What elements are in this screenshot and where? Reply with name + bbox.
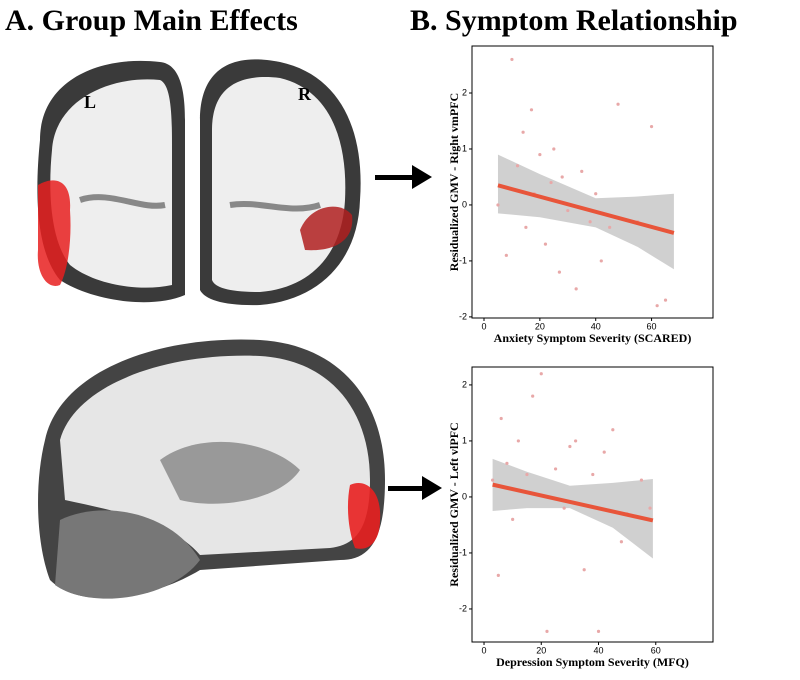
y-tick-label: -2 <box>459 603 467 613</box>
data-point <box>568 444 572 449</box>
x-tick-label: 20 <box>535 321 545 331</box>
data-point <box>549 180 553 185</box>
data-point <box>543 242 548 246</box>
data-point <box>496 573 500 577</box>
data-point <box>560 175 564 179</box>
data-point <box>539 372 543 376</box>
plot-frame <box>471 366 714 643</box>
data-point <box>580 169 584 173</box>
arrow <box>375 165 432 189</box>
left-label: L <box>84 92 96 112</box>
data-point <box>491 478 495 482</box>
data-point <box>562 506 566 510</box>
data-point <box>510 57 514 62</box>
x-tick-label: 0 <box>482 321 487 331</box>
right-label: R <box>298 84 312 104</box>
panel-a-title: A. Group Main Effects <box>5 4 298 37</box>
y-axis-label: Residualized GMV - Left vlPFC <box>447 422 461 586</box>
data-point <box>574 439 578 443</box>
data-point <box>553 467 558 471</box>
data-point <box>574 287 578 291</box>
x-tick-label: 40 <box>594 645 604 655</box>
confidence-band <box>492 458 653 559</box>
data-point <box>511 517 515 521</box>
data-point <box>531 394 535 398</box>
x-tick-label: 60 <box>647 321 657 331</box>
y-axis-label: Residualized GMV - Right vmPFC <box>447 93 461 271</box>
coronal-brain: L R <box>37 59 361 306</box>
data-point <box>611 428 615 432</box>
data-point <box>588 220 592 224</box>
data-point <box>505 461 509 465</box>
data-point <box>516 439 520 443</box>
y-tick-label: 1 <box>462 143 467 153</box>
data-point <box>529 108 534 112</box>
data-point <box>521 130 525 134</box>
data-point <box>639 478 644 482</box>
data-point <box>557 270 562 274</box>
data-point <box>602 450 606 454</box>
data-point <box>515 164 520 168</box>
data-point <box>538 152 542 157</box>
plot-frame <box>471 45 714 319</box>
y-tick-label: 1 <box>462 435 467 445</box>
data-point <box>648 506 652 510</box>
data-point <box>499 416 503 421</box>
x-tick-label: 40 <box>591 321 601 331</box>
y-tick-label: -2 <box>459 311 467 321</box>
data-point <box>599 259 603 263</box>
y-tick-label: 0 <box>462 199 467 209</box>
data-point <box>591 472 595 477</box>
data-point <box>649 124 654 129</box>
x-tick-label: 0 <box>482 645 487 655</box>
data-point <box>504 253 508 257</box>
data-point <box>566 208 570 213</box>
y-tick-label: -1 <box>459 255 467 265</box>
sagittal-brain <box>38 339 386 599</box>
data-point <box>655 304 659 308</box>
x-tick-label: 60 <box>651 645 661 655</box>
data-point <box>525 472 529 477</box>
panel-b-title: B. Symptom Relationship <box>410 4 738 37</box>
data-point <box>496 203 500 207</box>
fit-line <box>497 183 675 235</box>
data-point <box>594 192 598 196</box>
data-point <box>616 102 620 106</box>
x-axis-label: Anxiety Symptom Severity (SCARED) <box>494 331 692 345</box>
fit-line <box>492 482 654 523</box>
y-tick-label: 0 <box>462 491 467 501</box>
data-point <box>524 225 528 229</box>
x-axis-label: Depression Symptom Severity (MFQ) <box>496 655 689 669</box>
arrow <box>388 476 442 500</box>
y-tick-label: 2 <box>462 379 467 389</box>
data-point <box>545 629 549 633</box>
y-tick-label: 2 <box>462 87 467 97</box>
y-tick-label: -1 <box>459 547 467 557</box>
confidence-band <box>497 154 674 270</box>
x-tick-label: 20 <box>536 645 546 655</box>
data-point <box>619 540 624 544</box>
data-point <box>596 629 601 633</box>
data-point <box>663 298 668 302</box>
data-point <box>608 225 612 229</box>
data-point <box>582 568 586 572</box>
data-point <box>552 147 556 151</box>
